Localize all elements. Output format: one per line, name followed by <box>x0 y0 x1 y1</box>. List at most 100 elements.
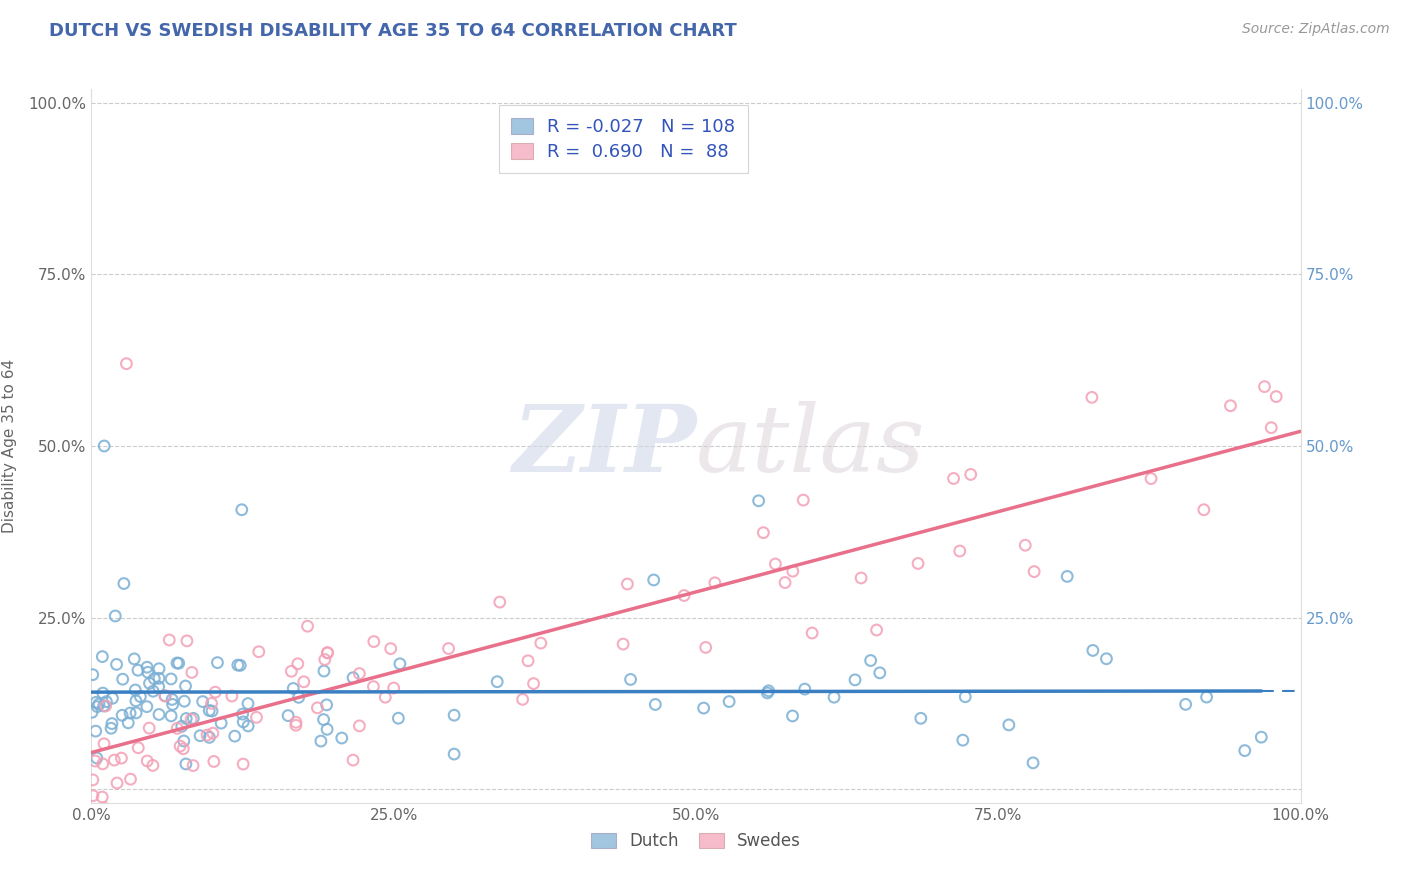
Point <box>221 689 243 703</box>
Point <box>488 595 510 609</box>
Point <box>91 686 114 700</box>
Point <box>173 694 195 708</box>
Point <box>200 697 222 711</box>
Point <box>793 682 815 697</box>
Point <box>1024 565 1046 579</box>
Point <box>180 712 202 726</box>
Point <box>84 754 107 768</box>
Point <box>136 660 159 674</box>
Point <box>101 814 124 829</box>
Point <box>148 671 170 685</box>
Point <box>330 731 353 745</box>
Point <box>160 709 183 723</box>
Point <box>169 739 191 753</box>
Text: atlas: atlas <box>696 401 925 491</box>
Point <box>86 699 108 714</box>
Point <box>955 690 977 704</box>
Point <box>111 672 134 686</box>
Point <box>202 755 225 769</box>
Point <box>782 709 804 723</box>
Point <box>229 658 252 673</box>
Point <box>181 758 204 772</box>
Point <box>115 357 138 371</box>
Point <box>166 656 188 670</box>
Point <box>782 564 804 578</box>
Point <box>316 723 339 737</box>
Point <box>643 573 665 587</box>
Point <box>120 772 142 787</box>
Point <box>93 801 115 815</box>
Point <box>316 646 339 660</box>
Point <box>87 697 110 711</box>
Point <box>849 571 872 585</box>
Point <box>84 724 107 739</box>
Point <box>108 803 131 817</box>
Point <box>342 671 364 685</box>
Point <box>1265 390 1288 404</box>
Point <box>170 719 193 733</box>
Text: DUTCH VS SWEDISH DISABILITY AGE 35 TO 64 CORRELATION CHART: DUTCH VS SWEDISH DISABILITY AGE 35 TO 64… <box>49 22 737 40</box>
Point <box>1095 651 1118 665</box>
Point <box>91 649 114 664</box>
Point <box>160 692 183 706</box>
Point <box>859 654 882 668</box>
Point <box>952 733 974 747</box>
Point <box>756 686 779 700</box>
Point <box>103 753 125 767</box>
Point <box>111 708 134 723</box>
Point <box>86 751 108 765</box>
Point <box>907 557 929 571</box>
Point <box>172 741 194 756</box>
Point <box>198 731 221 745</box>
Point <box>1253 379 1275 393</box>
Point <box>180 665 202 680</box>
Point <box>773 575 796 590</box>
Point <box>284 718 307 732</box>
Point <box>82 772 104 787</box>
Point <box>673 589 696 603</box>
Point <box>236 719 259 733</box>
Point <box>188 729 211 743</box>
Point <box>191 695 214 709</box>
Point <box>101 691 124 706</box>
Y-axis label: Disability Age 35 to 64: Disability Age 35 to 64 <box>3 359 17 533</box>
Point <box>101 716 124 731</box>
Text: ZIP: ZIP <box>512 401 696 491</box>
Point <box>148 707 170 722</box>
Point <box>207 656 229 670</box>
Point <box>869 665 891 680</box>
Point <box>380 641 402 656</box>
Point <box>283 681 305 696</box>
Point <box>110 751 132 765</box>
Point <box>1081 390 1104 404</box>
Point <box>143 672 166 686</box>
Point <box>910 711 932 725</box>
Point <box>342 753 364 767</box>
Point <box>619 673 641 687</box>
Point <box>122 652 145 666</box>
Point <box>865 623 887 637</box>
Point <box>718 694 741 708</box>
Point <box>148 680 170 694</box>
Point <box>174 712 197 726</box>
Point <box>201 726 224 740</box>
Point <box>297 619 319 633</box>
Point <box>517 654 540 668</box>
Point <box>512 692 534 706</box>
Point <box>437 641 460 656</box>
Point <box>363 634 385 648</box>
Point <box>247 645 270 659</box>
Point <box>236 697 259 711</box>
Point <box>174 756 197 771</box>
Point <box>522 676 544 690</box>
Point <box>1081 643 1104 657</box>
Point <box>287 690 309 705</box>
Point <box>616 577 638 591</box>
Point <box>231 502 253 516</box>
Point <box>388 657 411 671</box>
Point <box>127 663 149 677</box>
Point <box>748 493 770 508</box>
Point <box>316 646 339 660</box>
Point <box>612 637 634 651</box>
Point <box>309 734 332 748</box>
